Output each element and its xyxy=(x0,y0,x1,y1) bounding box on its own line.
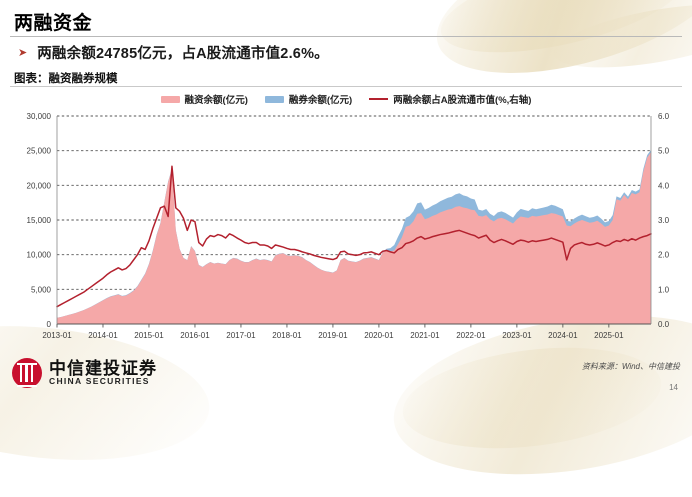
logo-text-block: 中信建投证券 CHINA SECURITIES xyxy=(49,358,157,387)
y-axis-left-tick: 20,000 xyxy=(27,181,52,190)
china-securities-logo-icon xyxy=(12,358,42,388)
chart-area: 0 5,000 10,000 15,000 20,000 25,000 30,000 0.0… xyxy=(0,108,692,348)
corner-swoosh xyxy=(397,334,667,462)
company-logo: 中信建投证券 CHINA SECURITIES xyxy=(12,358,157,388)
y-axis-left-tick: 10,000 xyxy=(27,251,52,260)
legend-swatch-margin-balance xyxy=(160,95,180,103)
legend-item-margin-balance: 融资余额(亿元) xyxy=(160,92,248,106)
x-axis-tick-label: 2015-01 xyxy=(134,331,164,340)
x-axis-labels: 2013-01 2014-01 2015-01 2016-01 2017-01 2018-… xyxy=(42,324,624,340)
chart-legend: 融资余额(亿元) 融券余额(亿元) 两融余额占A股流通市值(%,右轴) xyxy=(0,92,692,106)
y-axis-left-labels: 0 5,000 10,000 15,000 20,000 25,000 30,000 xyxy=(27,112,52,329)
y-axis-left-tick: 5,000 xyxy=(31,285,52,294)
y-axis-right-tick: 4.0 xyxy=(658,181,670,190)
page-title: 两融资金 xyxy=(14,13,93,34)
x-axis-tick-label: 2024-01 xyxy=(548,331,578,340)
legend-label-short-balance: 融券余额(亿元) xyxy=(288,95,353,106)
x-axis-tick-label: 2013-01 xyxy=(42,331,72,340)
arrow-bullet-icon: ➤ xyxy=(18,47,28,59)
x-axis-tick-label: 2021-01 xyxy=(410,331,440,340)
legend-label-margin-balance: 融资余额(亿元) xyxy=(184,95,248,106)
line-ratio xyxy=(56,165,652,308)
legend-item-ratio-line: 两融余额占A股流通市值(%,右轴) xyxy=(369,92,531,106)
y-axis-right-labels: 0.0 1.0 2.0 3.0 4.0 5.0 6.0 xyxy=(658,112,670,329)
area-margin-balance xyxy=(57,152,651,324)
y-axis-left-tick: 25,000 xyxy=(27,147,52,156)
bullet-row: ➤ 两融余额24785亿元，占A股流通市值2.6%。 xyxy=(18,42,329,63)
source-note: 资料来源：Wind、中信建投 xyxy=(581,362,680,371)
margin-financing-chart: 0 5,000 10,000 15,000 20,000 25,000 30,000 0.0… xyxy=(27,112,670,340)
logo-name-en: CHINA SECURITIES xyxy=(49,376,150,387)
page-number: 14 xyxy=(669,383,678,392)
y-axis-right-tick: 5.0 xyxy=(658,147,670,156)
x-axis-tick-label: 2022-01 xyxy=(456,331,486,340)
x-axis-tick-label: 2019-01 xyxy=(318,331,348,340)
title-divider xyxy=(10,36,682,37)
x-axis-tick-label: 2023-01 xyxy=(502,331,532,340)
x-axis-tick-label: 2018-01 xyxy=(272,331,302,340)
y-axis-right-tick: 1.0 xyxy=(658,285,670,294)
x-axis-tick-label: 2017-01 xyxy=(226,331,256,340)
legend-item-short-balance: 融券余额(亿元) xyxy=(264,92,353,106)
x-axis-tick-label: 2025-01 xyxy=(594,331,624,340)
y-axis-right-tick: 0.0 xyxy=(658,320,670,329)
y-axis-left-tick: 30,000 xyxy=(27,112,52,121)
y-axis-left-tick: 15,000 xyxy=(27,216,52,225)
legend-swatch-ratio-line xyxy=(369,98,389,100)
logo-name-cn: 中信建投证券 xyxy=(49,358,157,378)
y-axis-right-tick: 2.0 xyxy=(658,251,670,260)
x-axis-tick-label: 2020-01 xyxy=(364,331,394,340)
series-line-ratio xyxy=(56,165,652,308)
y-axis-right-tick: 6.0 xyxy=(658,112,670,121)
legend-swatch-short-balance xyxy=(264,95,284,103)
series-areas xyxy=(57,149,651,324)
corner-swoosh xyxy=(549,0,692,80)
y-axis-right-tick: 3.0 xyxy=(658,216,670,225)
y-axis-left-tick: 0 xyxy=(47,320,52,329)
caption-divider xyxy=(10,86,682,87)
legend-label-ratio-line: 两融余额占A股流通市值(%,右轴) xyxy=(393,95,532,106)
x-axis-tick-label: 2014-01 xyxy=(88,331,118,340)
bullet-text: 两融余额24785亿元，占A股流通市值2.6%。 xyxy=(37,46,329,62)
x-axis-tick-label: 2016-01 xyxy=(180,331,210,340)
figure-caption: 图表：融资融券规模 xyxy=(14,73,118,85)
